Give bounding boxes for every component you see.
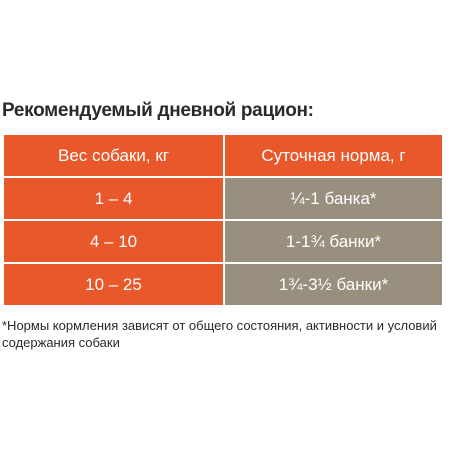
feeding-table: Вес собаки, кг Суточная норма, г 1 – 4 ¼… — [2, 133, 444, 307]
weight-cell: 10 – 25 — [4, 264, 223, 305]
norm-cell: 1-1¾ банки* — [225, 221, 442, 262]
table-row: 1 – 4 ¼-1 банка* — [4, 178, 442, 219]
weight-cell: 1 – 4 — [4, 178, 223, 219]
header-daily-norm: Суточная норма, г — [225, 135, 442, 176]
table-header-row: Вес собаки, кг Суточная норма, г — [4, 135, 442, 176]
norm-cell: ¼-1 банка* — [225, 178, 442, 219]
norm-cell: 1¾-3½ банки* — [225, 264, 442, 305]
table-row: 4 – 10 1-1¾ банки* — [4, 221, 442, 262]
page-title: Рекомендуемый дневной рацион: — [2, 100, 314, 121]
weight-cell: 4 – 10 — [4, 221, 223, 262]
footnote: *Нормы кормления зависят от общего состо… — [2, 318, 437, 350]
header-dog-weight: Вес собаки, кг — [4, 135, 223, 176]
table-row: 10 – 25 1¾-3½ банки* — [4, 264, 442, 305]
